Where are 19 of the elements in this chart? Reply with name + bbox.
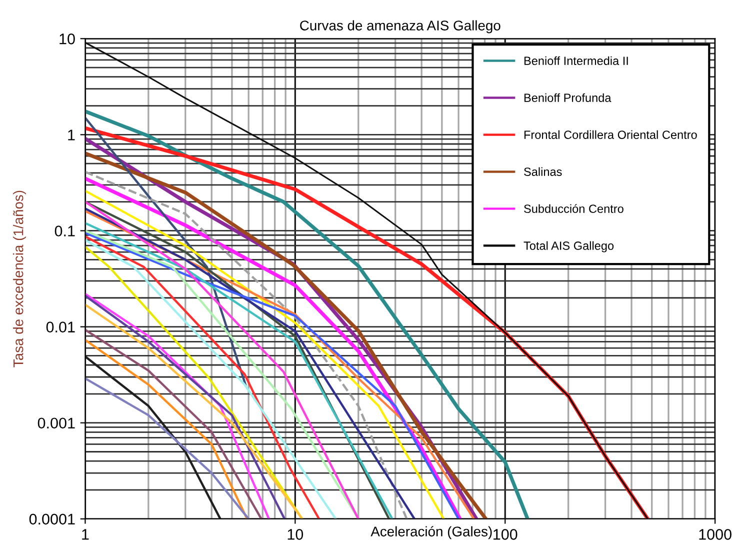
legend-label: Total AIS Gallego <box>524 241 614 252</box>
legend-label: Salinas <box>524 167 562 176</box>
x-tick-label: 1 <box>82 529 89 540</box>
legend-label: Benioff Profunda <box>524 93 612 102</box>
legend-label: Benioff Intermedia II <box>524 56 628 66</box>
y-tick-label: 0.001 <box>38 418 75 429</box>
y-tick-label: 0.0001 <box>29 514 75 525</box>
x-tick-label: 1000 <box>699 529 732 540</box>
chart-title: Curvas de amenaza AIS Gallego <box>300 20 500 34</box>
legend-label: Frontal Cordillera Oriental Centro <box>524 130 697 139</box>
y-tick-label: 1 <box>68 130 75 140</box>
x-tick-label: 10 <box>288 529 304 540</box>
y-tick-label: 0.1 <box>54 226 75 236</box>
y-axis-title: Tasa de excedencia (1/años) <box>13 190 26 368</box>
y-tick-label: 10 <box>60 34 75 44</box>
x-axis-title: Aceleración (Gales) <box>370 526 492 540</box>
y-tick-label: 0.01 <box>46 322 75 332</box>
legend-label: Subducción Centro <box>524 204 624 213</box>
x-tick-label: 100 <box>494 529 518 540</box>
